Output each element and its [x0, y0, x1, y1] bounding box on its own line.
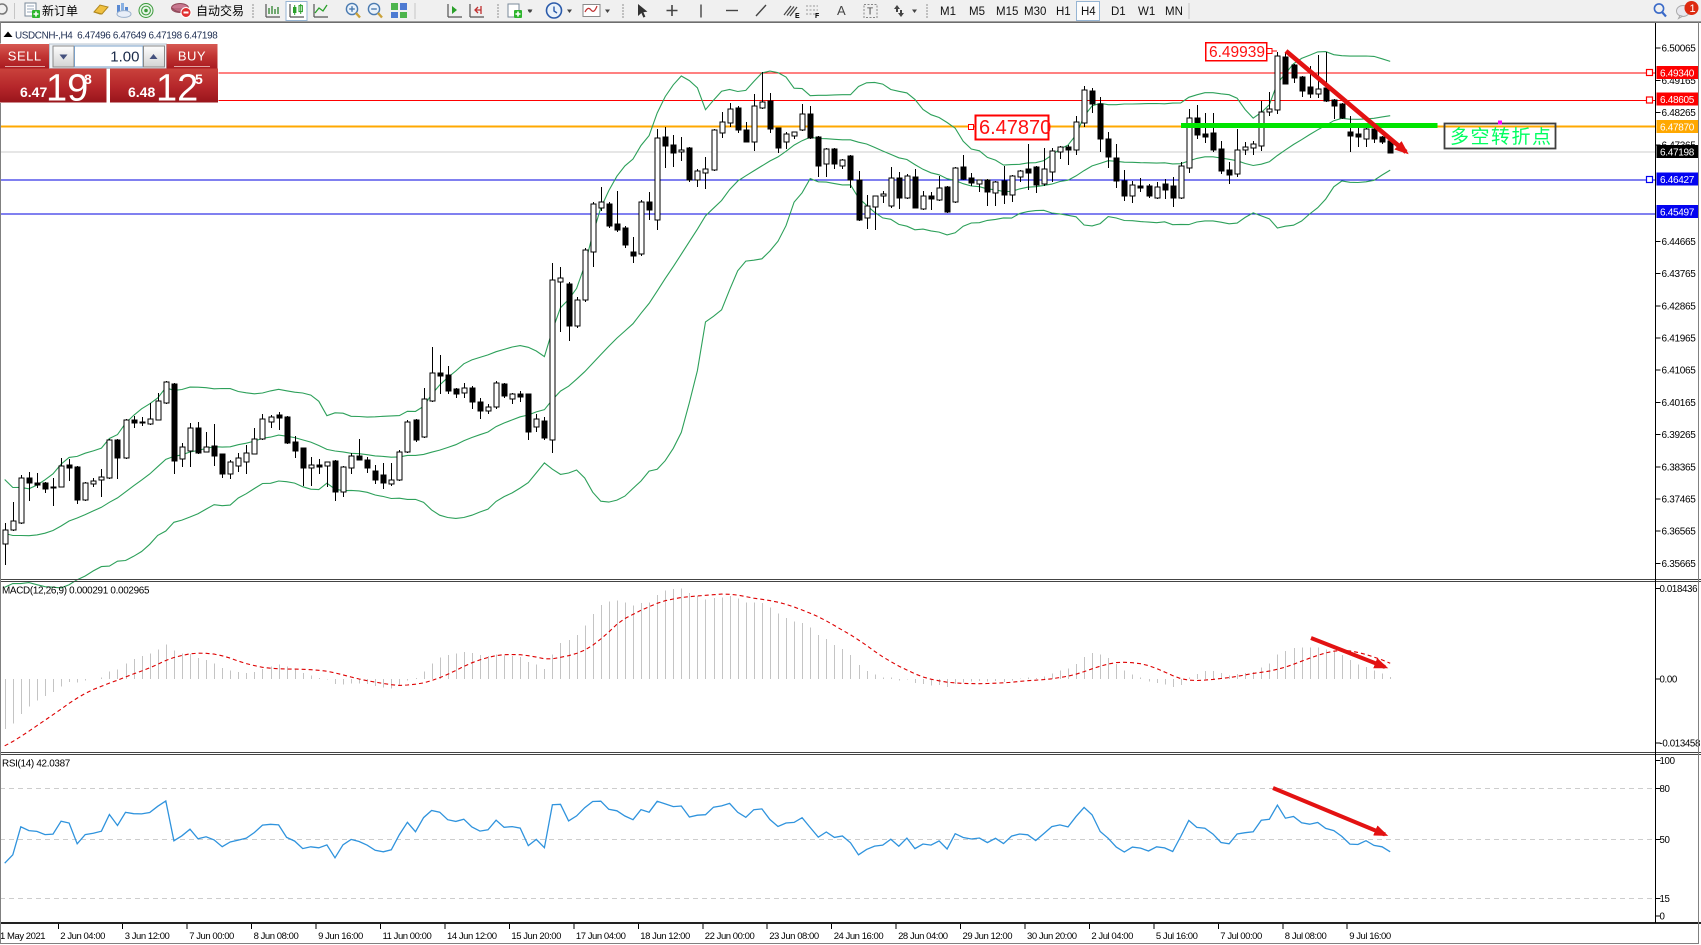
svg-text:0: 0 — [1660, 911, 1666, 922]
svg-text:6.48605: 6.48605 — [1660, 95, 1695, 106]
svg-text:6.39265: 6.39265 — [1662, 430, 1697, 441]
svg-text:80: 80 — [1660, 784, 1671, 795]
svg-text:A: A — [837, 3, 846, 18]
svg-text:7 Jun 00:00: 7 Jun 00:00 — [189, 931, 234, 942]
svg-text:USDCNH-,H4 6.47496 6.47649 6.: USDCNH-,H4 6.47496 6.47649 6.47198 6.471… — [15, 31, 218, 42]
svg-text:-0.013458: -0.013458 — [1660, 739, 1700, 750]
svg-text:MN: MN — [1165, 6, 1183, 18]
svg-text:6.48265: 6.48265 — [1662, 108, 1697, 119]
svg-text:W1: W1 — [1138, 6, 1155, 18]
svg-text:1 May 2021: 1 May 2021 — [0, 931, 45, 942]
svg-text:6.49939: 6.49939 — [1209, 44, 1265, 61]
svg-text:9 Jul 16:00: 9 Jul 16:00 — [1349, 931, 1391, 942]
svg-text:19: 19 — [46, 68, 88, 110]
svg-text:8: 8 — [84, 71, 92, 87]
svg-text:5 Jul 16:00: 5 Jul 16:00 — [1156, 931, 1198, 942]
svg-text:6.36565: 6.36565 — [1662, 527, 1697, 538]
svg-text:28 Jun 04:00: 28 Jun 04:00 — [898, 931, 948, 942]
svg-text:14 Jun 12:00: 14 Jun 12:00 — [447, 931, 497, 942]
svg-text:3 Jun 12:00: 3 Jun 12:00 — [125, 931, 170, 942]
svg-text:9 Jun 16:00: 9 Jun 16:00 — [318, 931, 363, 942]
svg-text:6.41065: 6.41065 — [1662, 366, 1697, 377]
svg-text:M5: M5 — [969, 6, 985, 18]
svg-text:BUY: BUY — [178, 49, 206, 64]
svg-text:18 Jun 12:00: 18 Jun 12:00 — [640, 931, 690, 942]
svg-text:8 Jun 08:00: 8 Jun 08:00 — [254, 931, 299, 942]
svg-text:12: 12 — [156, 68, 198, 110]
svg-text:M1: M1 — [940, 6, 956, 18]
svg-text:2 Jun 04:00: 2 Jun 04:00 — [60, 931, 105, 942]
svg-text:7 Jul 00:00: 7 Jul 00:00 — [1220, 931, 1262, 942]
svg-text:6.43765: 6.43765 — [1662, 269, 1697, 280]
svg-text:50: 50 — [1660, 835, 1671, 846]
svg-text:1.00: 1.00 — [110, 49, 139, 66]
svg-text:6.47870: 6.47870 — [1660, 122, 1695, 133]
svg-text:6.38365: 6.38365 — [1662, 462, 1697, 473]
svg-text:17 Jun 04:00: 17 Jun 04:00 — [576, 931, 626, 942]
svg-text:6.42865: 6.42865 — [1662, 301, 1697, 312]
svg-text:6.40165: 6.40165 — [1662, 398, 1697, 409]
svg-text:6.49340: 6.49340 — [1660, 68, 1695, 79]
svg-text:6.37465: 6.37465 — [1662, 495, 1697, 506]
svg-text:H4: H4 — [1081, 6, 1096, 18]
svg-text:5: 5 — [195, 71, 203, 87]
svg-text:M30: M30 — [1024, 6, 1046, 18]
svg-text:24 Jun 16:00: 24 Jun 16:00 — [834, 931, 884, 942]
svg-text:8 Jul 08:00: 8 Jul 08:00 — [1285, 931, 1327, 942]
svg-text:D1: D1 — [1111, 6, 1126, 18]
svg-text:15 Jun 20:00: 15 Jun 20:00 — [511, 931, 561, 942]
svg-text:M15: M15 — [996, 6, 1018, 18]
svg-text:6.45497: 6.45497 — [1660, 208, 1695, 219]
svg-text:6.41965: 6.41965 — [1662, 334, 1697, 345]
svg-text:H1: H1 — [1056, 6, 1071, 18]
svg-text:RSI(14) 42.0387: RSI(14) 42.0387 — [2, 759, 70, 770]
svg-text:23 Jun 08:00: 23 Jun 08:00 — [769, 931, 819, 942]
svg-text:11 Jun 00:00: 11 Jun 00:00 — [383, 931, 432, 942]
svg-text:新订单: 新订单 — [42, 3, 78, 18]
svg-text:SELL: SELL — [8, 49, 42, 64]
svg-text:15: 15 — [1660, 894, 1670, 905]
svg-text:多空转折点: 多空转折点 — [1450, 126, 1553, 148]
svg-text:自动交易: 自动交易 — [196, 3, 244, 18]
svg-text:22 Jun 00:00: 22 Jun 00:00 — [705, 931, 755, 942]
svg-text:1: 1 — [1690, 3, 1696, 15]
svg-text:6.44665: 6.44665 — [1662, 237, 1697, 248]
svg-text:F: F — [815, 13, 820, 20]
svg-text:6.47198: 6.47198 — [1660, 148, 1695, 159]
svg-text:E: E — [795, 13, 800, 20]
svg-text:100: 100 — [1660, 756, 1676, 767]
svg-text:6.35665: 6.35665 — [1662, 559, 1697, 570]
svg-text:2 Jul 04:00: 2 Jul 04:00 — [1091, 931, 1133, 942]
svg-text:6.48: 6.48 — [128, 84, 155, 100]
svg-text:6.47: 6.47 — [20, 84, 47, 100]
svg-text:6.50065: 6.50065 — [1662, 44, 1697, 55]
svg-text:0.00: 0.00 — [1660, 675, 1678, 686]
svg-text:29 Jun 12:00: 29 Jun 12:00 — [963, 931, 1013, 942]
svg-text:MACD(12,26,9) 0.000291 0.00296: MACD(12,26,9) 0.000291 0.002965 — [2, 586, 150, 597]
svg-text:T: T — [867, 7, 873, 18]
svg-text:30 Jun 20:00: 30 Jun 20:00 — [1027, 931, 1077, 942]
svg-text:6.47870: 6.47870 — [979, 117, 1051, 139]
svg-text:6.46427: 6.46427 — [1660, 175, 1695, 186]
svg-text:6.49165: 6.49165 — [1662, 76, 1697, 87]
svg-text:0.018436: 0.018436 — [1660, 584, 1698, 595]
